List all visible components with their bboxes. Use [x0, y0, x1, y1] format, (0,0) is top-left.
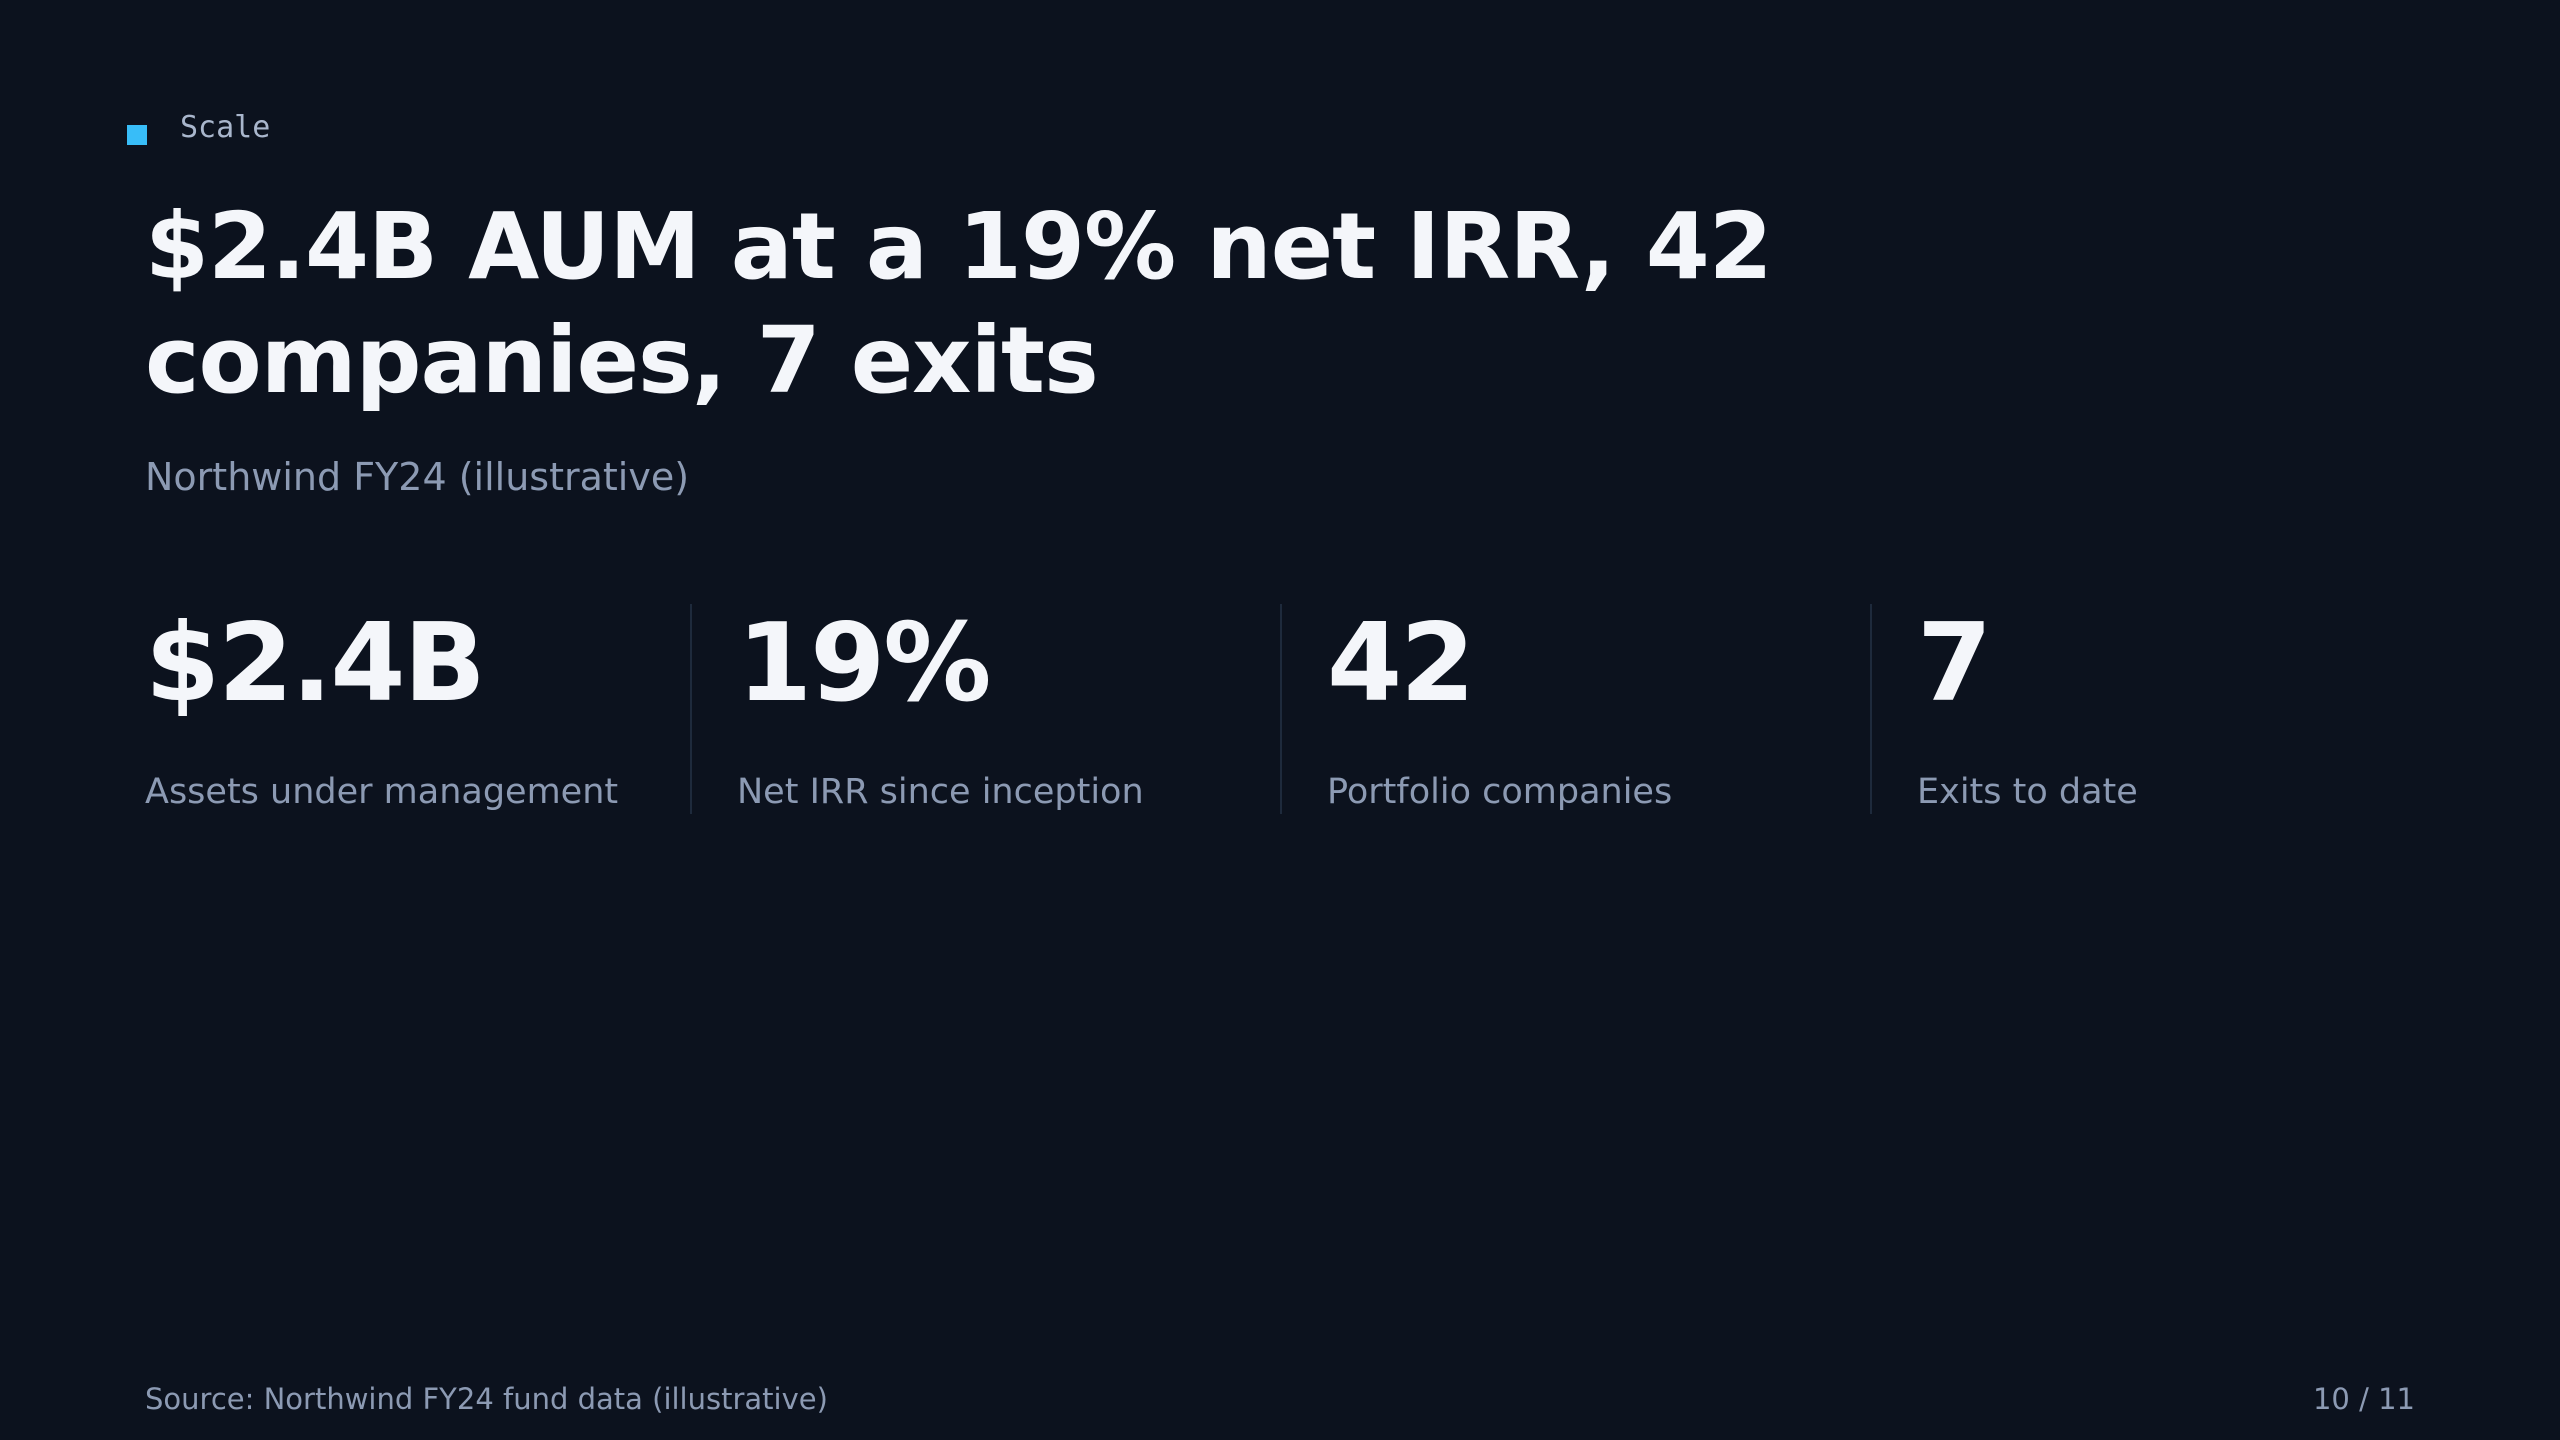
- kicker: Scale: [180, 110, 271, 145]
- stat-value: 19%: [737, 601, 992, 726]
- stat-label: Portfolio companies: [1327, 772, 1673, 812]
- stat-label: Assets under management: [145, 772, 619, 812]
- source: Source: Northwind FY24 fund data (illust…: [145, 1382, 828, 1416]
- stat: 19% Net IRR since inception: [690, 604, 1280, 814]
- title: $2.4B AUM at a 19% net IRR, 42 companies…: [145, 193, 1773, 414]
- subtitle: Northwind FY24 (illustrative): [145, 455, 690, 499]
- stat-value: $2.4B: [145, 601, 486, 726]
- stat: 42 Portfolio companies: [1280, 604, 1870, 814]
- kicker-mark: [127, 125, 147, 145]
- stat: $2.4B Assets under management: [145, 604, 735, 814]
- stat-label: Exits to date: [1917, 772, 2138, 812]
- stat-label: Net IRR since inception: [737, 772, 1144, 812]
- page-number: 10 / 11: [2312, 1382, 2415, 1416]
- stat-value: 7: [1917, 601, 1992, 726]
- stat: 7 Exits to date: [1870, 604, 2460, 814]
- stat-value: 42: [1327, 601, 1475, 726]
